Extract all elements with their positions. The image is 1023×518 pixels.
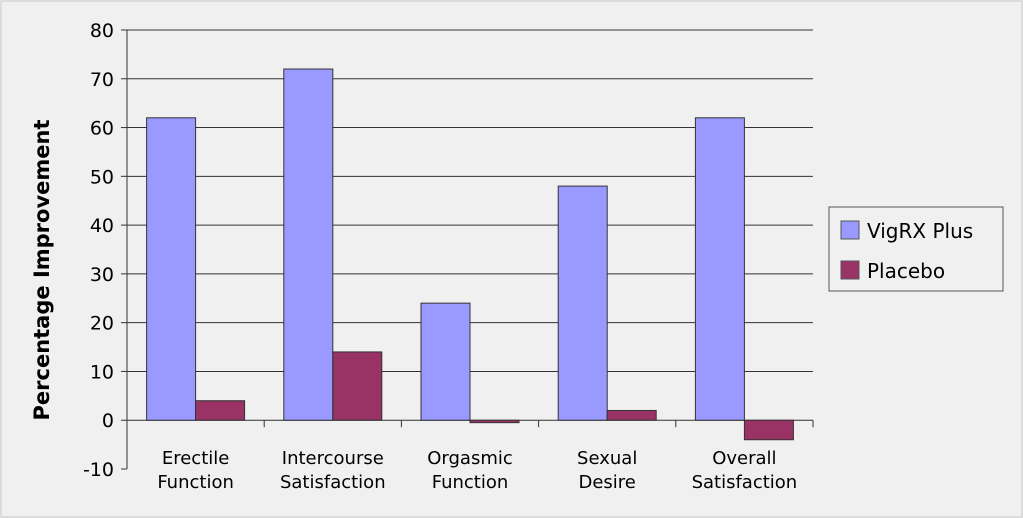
bar-placebo-1 [332, 351, 383, 421]
x-category-label: Sexual [577, 448, 637, 469]
bars [146, 68, 794, 441]
bar-vigrx-plus-2 [420, 302, 471, 421]
x-category-label: Satisfaction [280, 472, 386, 493]
y-tick-label: 20 [90, 313, 114, 335]
x-category-label: Erectile [162, 448, 229, 469]
y-tick-label: 10 [90, 361, 114, 383]
y-tick-label: 80 [90, 20, 114, 42]
bar-placebo-2 [469, 419, 520, 424]
bar-placebo-0 [195, 400, 246, 421]
legend-swatch-placebo [840, 260, 860, 280]
x-category-label: Intercourse [282, 448, 384, 469]
y-tick-label: 30 [90, 264, 114, 286]
x-category-label: Function [157, 472, 234, 493]
y-tick-label: 60 [90, 118, 114, 140]
x-category-label: Desire [578, 472, 635, 493]
y-tick-label: 70 [90, 69, 114, 91]
x-category-label: Satisfaction [692, 472, 798, 493]
bar-vigrx-plus-4 [694, 117, 745, 421]
legend-swatch-vigrx-plus [840, 220, 860, 240]
x-category-label: Function [432, 472, 509, 493]
legend: VigRX Plus Placebo [828, 206, 1004, 292]
bar-placebo-3 [606, 409, 657, 421]
x-category-label: Overall [712, 448, 776, 469]
axis-labels: 80 70 60 50 40 30 20 10 0 -10 Erectile Function Inte… [83, 20, 797, 493]
x-category-label: Orgasmic [427, 448, 513, 469]
y-tick-label: 0 [102, 410, 114, 432]
legend-label-placebo: Placebo [867, 259, 945, 283]
y-axis-title: Percentage Improvement [30, 120, 54, 421]
bar-vigrx-plus-3 [557, 185, 608, 421]
legend-label-vigrx-plus: VigRX Plus [867, 219, 973, 243]
y-tick-label: -10 [83, 459, 114, 481]
bar-vigrx-plus-1 [283, 68, 334, 421]
y-tick-label: 50 [90, 166, 114, 188]
bar-vigrx-plus-0 [146, 117, 197, 421]
y-tick-label: 40 [90, 215, 114, 237]
bar-placebo-4 [743, 419, 794, 441]
